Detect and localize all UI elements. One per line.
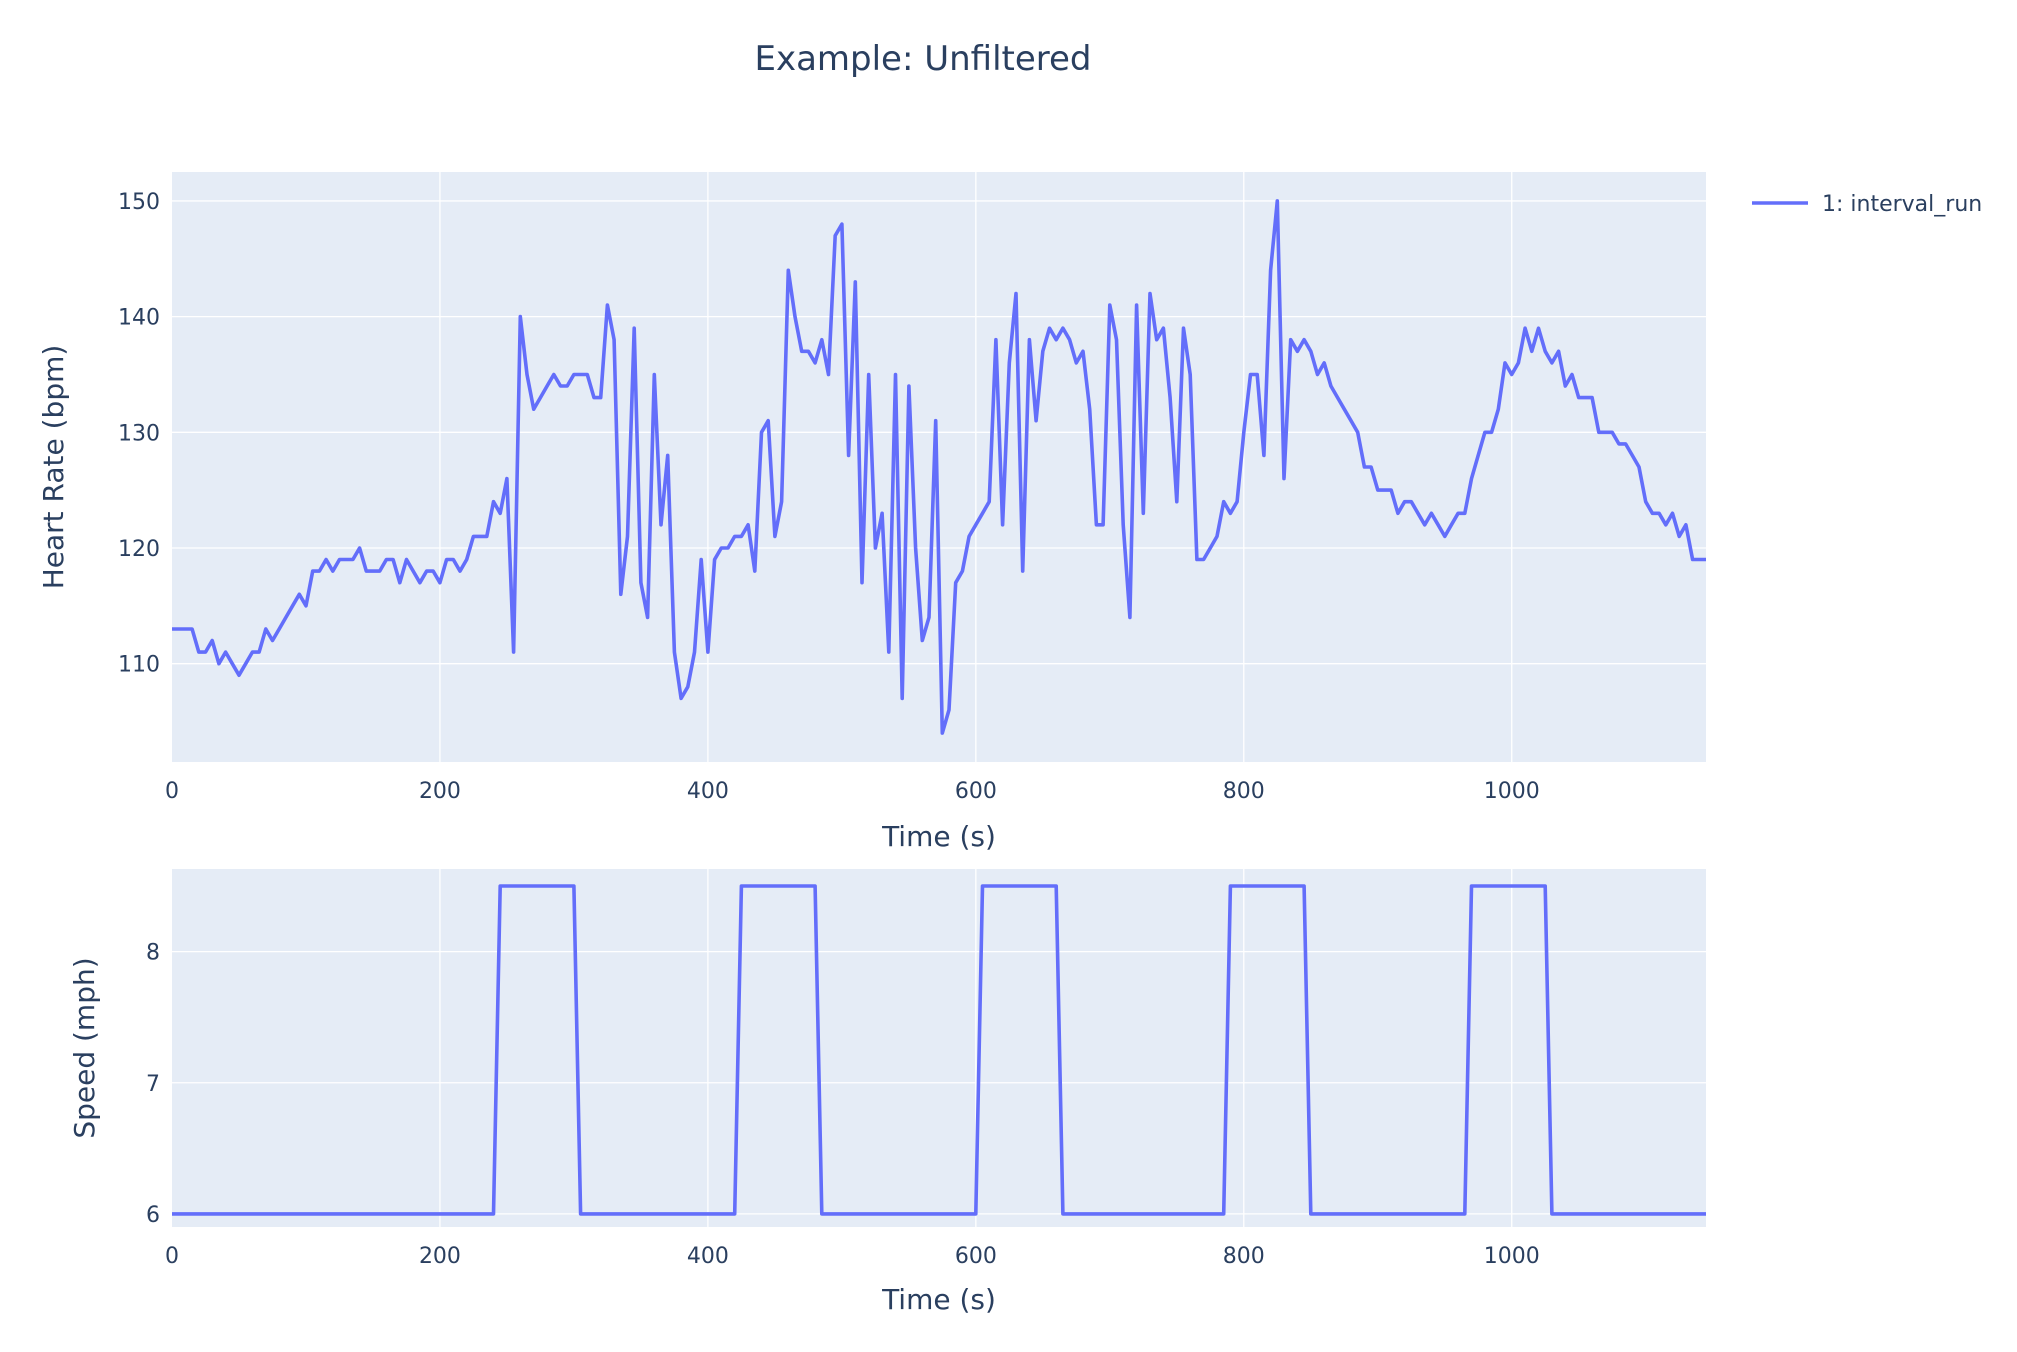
speed-y-axis-title: Speed (mph) xyxy=(68,957,101,1138)
speed-x-tick-label: 0 xyxy=(165,1244,179,1269)
speed-x-tick-label: 600 xyxy=(955,1244,997,1269)
speed-y-tick-label: 7 xyxy=(146,1072,160,1097)
speed-plot-area[interactable] xyxy=(172,869,1706,1227)
heart-rate-y-tick-label: 130 xyxy=(118,421,160,446)
heart-rate-x-axis-title: Time (s) xyxy=(881,820,996,853)
heart-rate-x-tick-label: 1000 xyxy=(1484,779,1540,804)
speed-x-tick-label: 800 xyxy=(1223,1244,1265,1269)
speed-x-tick-label: 400 xyxy=(687,1244,729,1269)
heart-rate-y-tick-label: 140 xyxy=(118,306,160,331)
heart-rate-y-tick-label: 110 xyxy=(118,653,160,678)
chart-title: Example: Unfiltered xyxy=(754,39,1091,79)
speed-x-axis-title: Time (s) xyxy=(881,1283,996,1316)
heart-rate-x-tick-label: 200 xyxy=(419,779,461,804)
speed-y-tick-label: 8 xyxy=(146,941,160,966)
heart-rate-x-tick-label: 600 xyxy=(955,779,997,804)
heart-rate-y-axis-title: Heart Rate (bpm) xyxy=(37,345,70,590)
legend-entry-interval-run[interactable]: 1: interval_run xyxy=(1822,192,1982,217)
legend[interactable]: 1: interval_run xyxy=(1752,192,1982,217)
heart-rate-x-tick-label: 800 xyxy=(1223,779,1265,804)
heart-rate-series-line[interactable] xyxy=(172,199,1706,735)
heart-rate-x-tick-label: 0 xyxy=(165,779,179,804)
speed-x-tick-label: 1000 xyxy=(1484,1244,1540,1269)
heart-rate-panel: 0 200 400 600 800 1000 110 120 130 140 150 Time (s)… xyxy=(37,172,1706,853)
speed-panel: 0 200 400 600 800 1000 6 7 8 Time (s) Speed (mph) xyxy=(68,869,1706,1316)
heart-rate-x-tick-label: 400 xyxy=(687,779,729,804)
heart-rate-y-tick-label: 120 xyxy=(118,537,160,562)
speed-series-line[interactable] xyxy=(172,884,1706,1216)
heart-rate-y-tick-label: 150 xyxy=(118,190,160,215)
speed-y-tick-label: 6 xyxy=(146,1203,160,1228)
speed-x-tick-label: 200 xyxy=(419,1244,461,1269)
